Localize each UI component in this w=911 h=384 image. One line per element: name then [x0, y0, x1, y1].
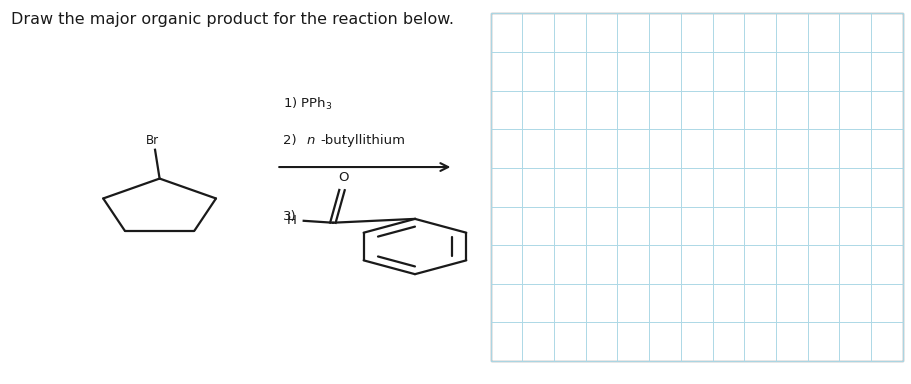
- Text: 2): 2): [282, 134, 301, 147]
- Text: Br: Br: [146, 134, 159, 147]
- Text: -butyllithium: -butyllithium: [320, 134, 404, 147]
- Text: 1) PPh$_3$: 1) PPh$_3$: [282, 96, 332, 112]
- Text: O: O: [338, 171, 349, 184]
- Bar: [490, 13, 902, 361]
- Text: 3): 3): [282, 210, 296, 223]
- Text: $n$: $n$: [306, 134, 315, 147]
- Text: Draw the major organic product for the reaction below.: Draw the major organic product for the r…: [11, 12, 454, 26]
- Text: H: H: [286, 214, 296, 227]
